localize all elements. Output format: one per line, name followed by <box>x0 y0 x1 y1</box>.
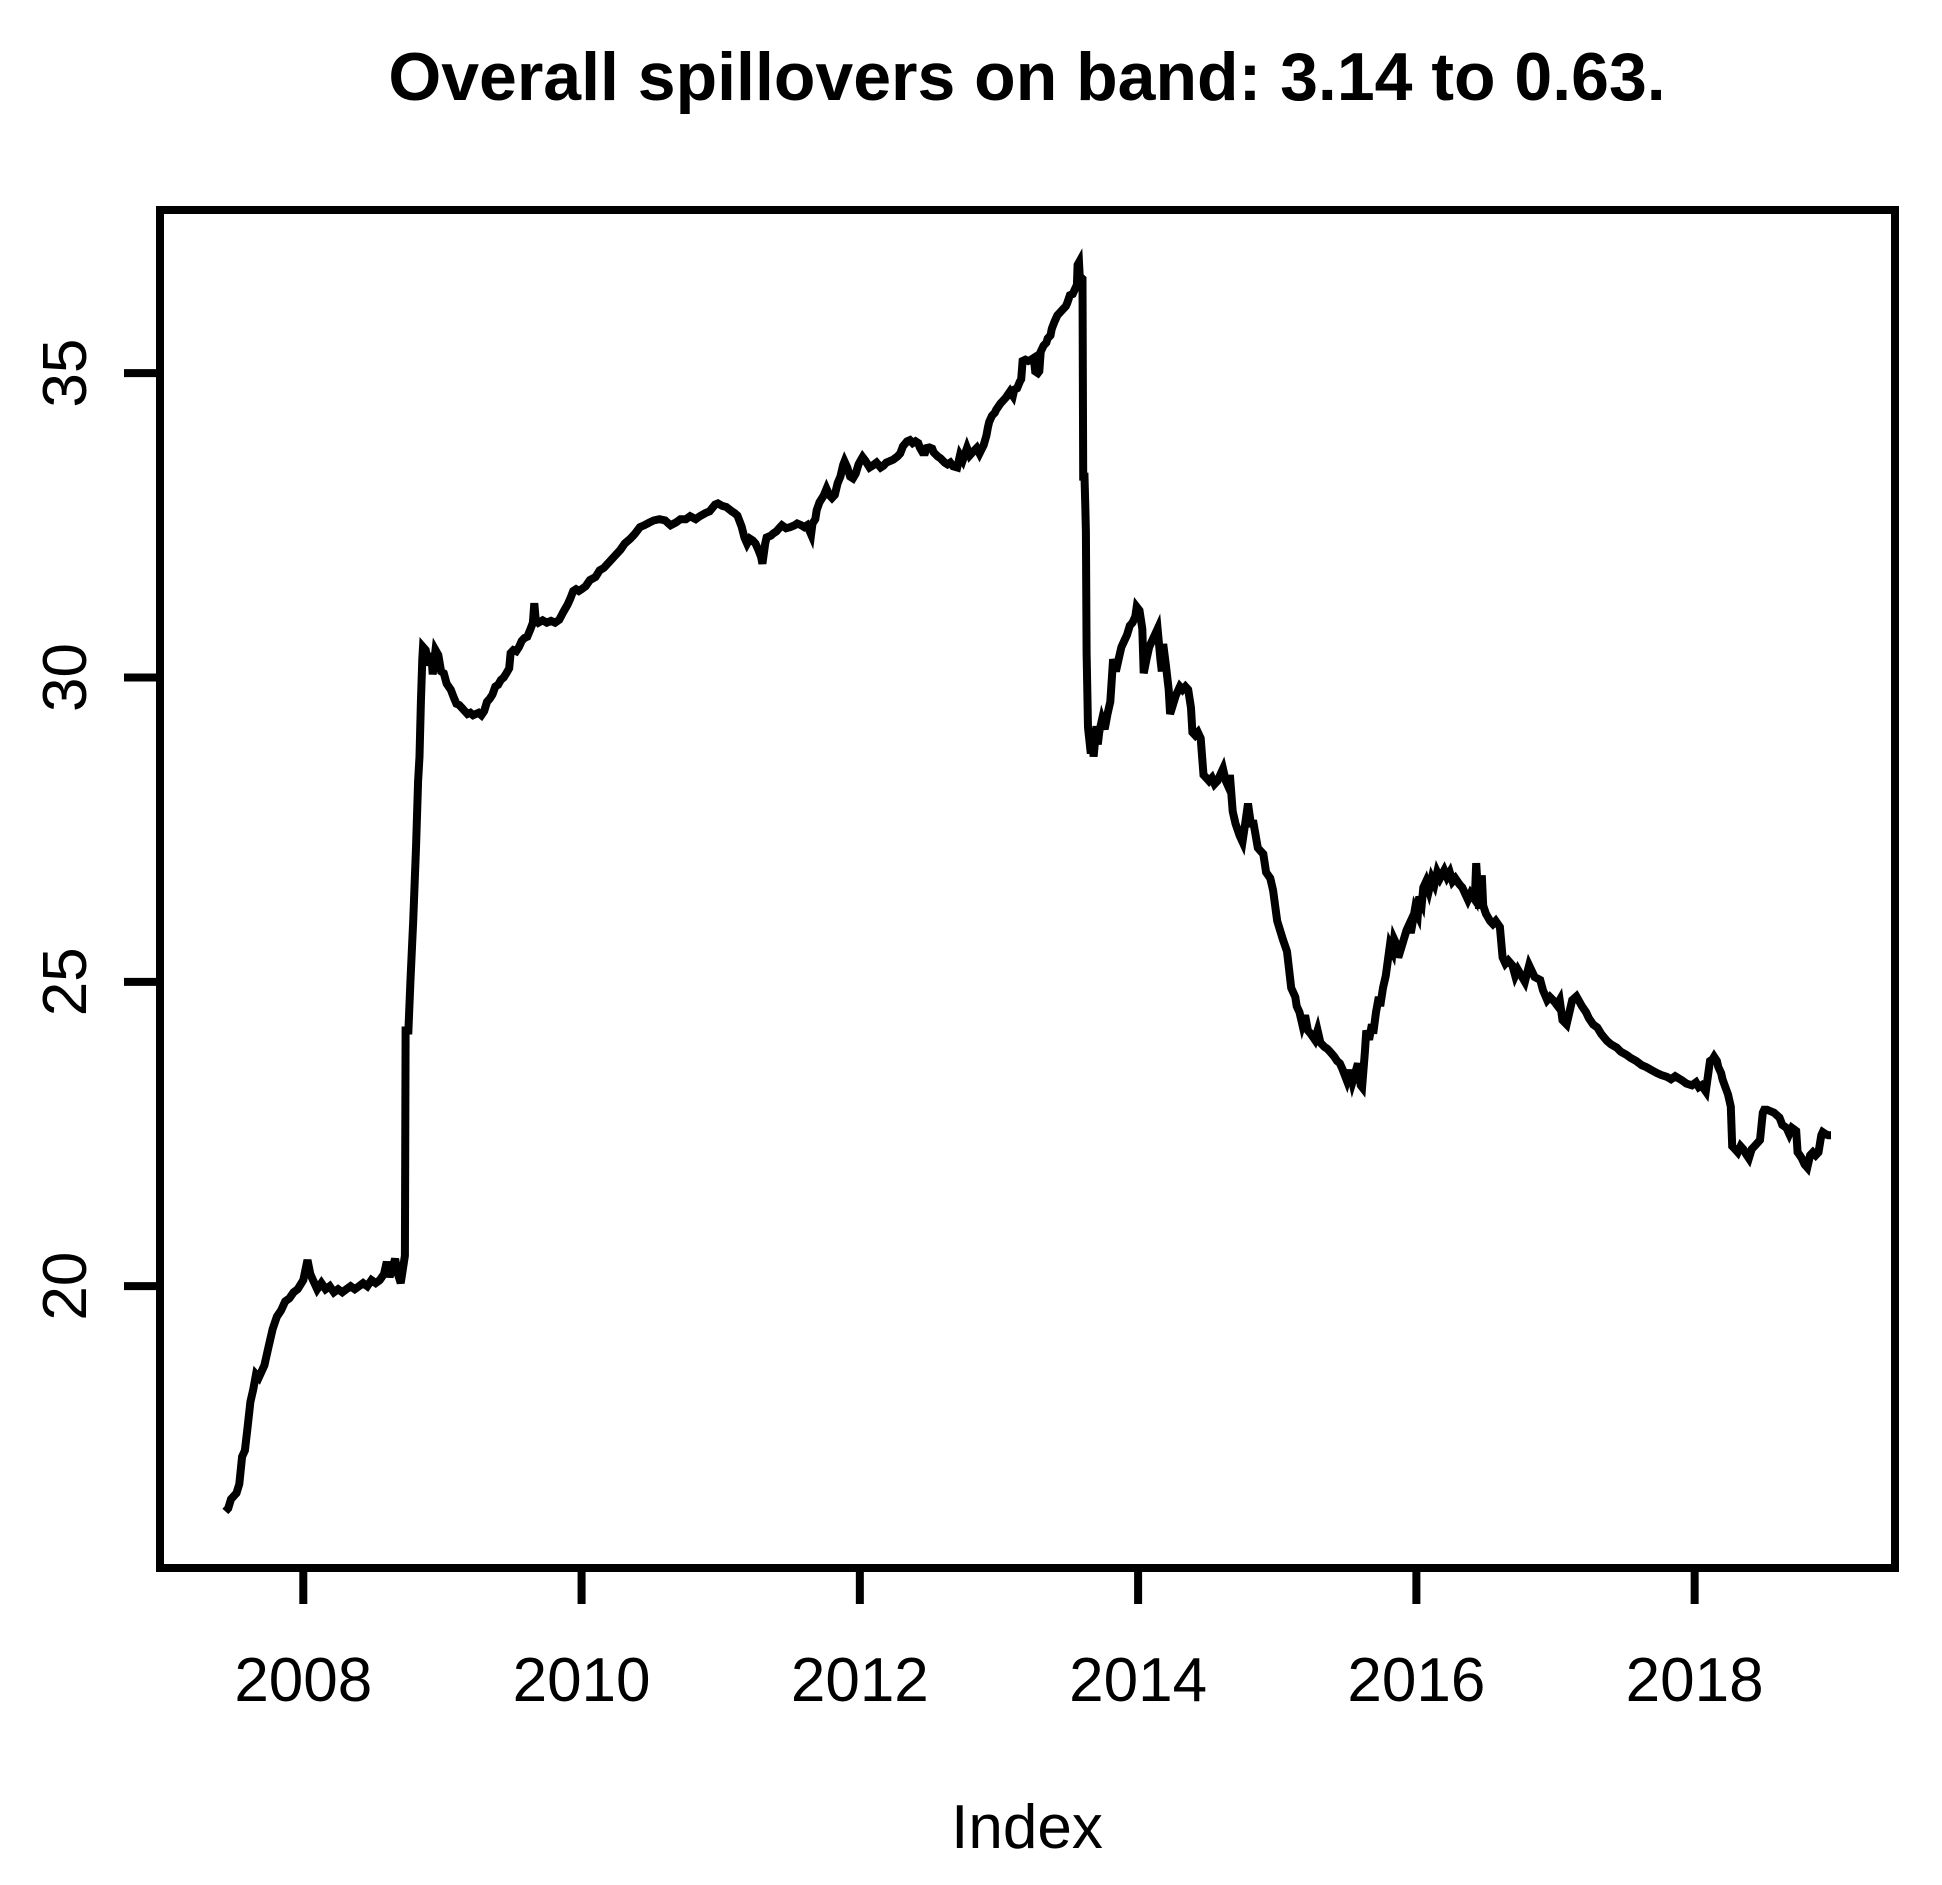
plot-box <box>156 206 1899 1572</box>
y-tick-label: 35 <box>31 339 100 408</box>
x-tick-label: 2012 <box>791 1646 929 1715</box>
x-tick-label: 2014 <box>1069 1646 1207 1715</box>
y-axis: 20 25 30 35 <box>31 339 160 1321</box>
y-tick-label: 20 <box>31 1252 100 1321</box>
chart-title: Overall spillovers on band: 3.14 to 0.63… <box>388 39 1665 115</box>
x-tick-label: 2016 <box>1347 1646 1485 1715</box>
y-tick-label: 25 <box>31 947 100 1016</box>
y-tick-label: 30 <box>31 643 100 712</box>
x-axis: 2008 2010 2012 2014 2016 2018 <box>234 1568 1764 1715</box>
x-tick-label: 2008 <box>234 1646 372 1715</box>
x-tick-label: 2010 <box>513 1646 651 1715</box>
spillover-series-line <box>222 248 1831 1515</box>
x-axis-label: Index <box>951 1793 1103 1862</box>
x-tick-label: 2018 <box>1626 1646 1764 1715</box>
